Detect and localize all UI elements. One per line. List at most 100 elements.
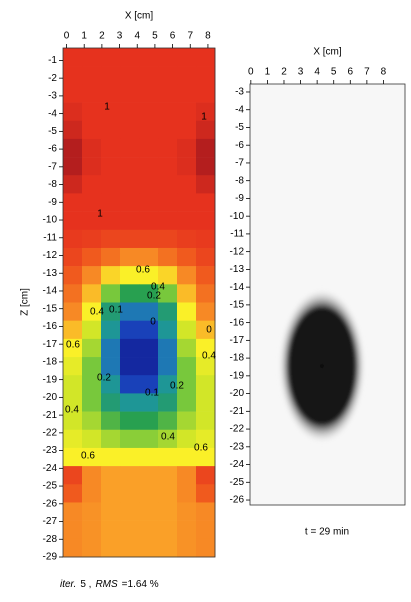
heatmap-cell: [120, 84, 139, 102]
heatmap-cell: [63, 193, 82, 211]
heatmap-cell: [101, 248, 120, 266]
heatmap-cell: [82, 502, 101, 520]
heatmap-cell: [139, 357, 158, 375]
heatmap-cell: [120, 103, 139, 121]
heatmap-cell: [63, 175, 82, 193]
heatmap-cell: [82, 339, 101, 357]
y-tick-label: -6: [48, 144, 57, 155]
heatmap-cell: [82, 157, 101, 175]
heatmap-cell: [101, 466, 120, 484]
heatmap-cell: [196, 484, 215, 502]
heatmap-cell: [101, 266, 120, 284]
heatmap-cell: [82, 412, 101, 430]
caption: iter.5 ,RMS=1.64 %: [60, 579, 159, 590]
heatmap-cell: [196, 266, 215, 284]
y-tick-label: -21: [43, 410, 58, 421]
y-tick-label: -17: [43, 339, 58, 350]
heatmap-cell: [196, 303, 215, 321]
heatmap-cell: [196, 284, 215, 302]
y-tick-label: -9: [48, 197, 57, 208]
y-tick-label: -13: [230, 264, 245, 275]
heatmap-cell: [101, 84, 120, 102]
heatmap-cell: [101, 157, 120, 175]
heatmap-cell: [158, 448, 177, 466]
heatmap-cell: [101, 502, 120, 520]
heatmap-cell: [82, 84, 101, 102]
x-tick-label: 6: [348, 67, 354, 78]
heatmap-cell: [158, 502, 177, 520]
heatmap-cell: [101, 230, 120, 248]
contour-label: 0.4: [65, 405, 79, 416]
x-tick-label: 2: [281, 67, 287, 78]
heatmap-cell: [196, 193, 215, 211]
heatmap-cell: [139, 84, 158, 102]
heatmap-cell: [101, 121, 120, 139]
heatmap-cell: [196, 412, 215, 430]
heatmap-cell: [120, 448, 139, 466]
y-tick-label: -10: [43, 215, 58, 226]
heatmap-cell: [82, 175, 101, 193]
heatmap-cell: [120, 357, 139, 375]
heatmap-cell: [196, 521, 215, 539]
heatmap-cell: [120, 375, 139, 393]
y-tick-label: -27: [43, 516, 58, 527]
heatmap-cell: [139, 521, 158, 539]
heatmap-cell: [158, 121, 177, 139]
caption-part: iter.: [60, 579, 76, 590]
heatmap-cell: [196, 212, 215, 230]
heatmap-cell: [196, 502, 215, 520]
heatmap-cell: [63, 521, 82, 539]
heatmap-cell: [120, 284, 139, 302]
heatmap-cell: [63, 357, 82, 375]
heatmap-cell: [101, 393, 120, 411]
heatmap-cell: [158, 248, 177, 266]
heatmap-cell: [177, 393, 196, 411]
heatmap-cell: [139, 484, 158, 502]
heatmap-cell: [177, 357, 196, 375]
y-tick-label: -7: [48, 161, 57, 172]
heatmap-cell: [177, 502, 196, 520]
y-tick-label: -5: [235, 122, 244, 133]
y-tick-label: -7: [235, 158, 244, 169]
heatmap-cell: [196, 121, 215, 139]
contour-label: 0.6: [81, 451, 95, 462]
heatmap-cell: [82, 430, 101, 448]
heatmap-cell: [120, 193, 139, 211]
x-tick-label: 5: [152, 31, 158, 42]
heatmap-cell: [139, 139, 158, 157]
x-tick-label: 3: [117, 31, 123, 42]
heatmap-cell: [139, 466, 158, 484]
heatmap-cell: [158, 412, 177, 430]
y-tick-label: -21: [230, 406, 245, 417]
heatmap-cell: [177, 248, 196, 266]
y-tick-label: -12: [43, 250, 58, 261]
y-tick-label: -14: [230, 282, 245, 293]
contour-label: 0.4: [202, 351, 216, 362]
heatmap-cell: [158, 521, 177, 539]
contour-label: 0.1: [109, 305, 123, 316]
heatmap-cell: [82, 484, 101, 502]
contour-label: 0.4: [90, 307, 104, 318]
heatmap-cell: [177, 157, 196, 175]
x-tick-label: 1: [81, 31, 87, 42]
x-tick-label: 2: [99, 31, 105, 42]
y-tick-label: -17: [230, 335, 245, 346]
heatmap-cell: [101, 412, 120, 430]
y-tick-label: -19: [230, 370, 245, 381]
heatmap-cell: [177, 521, 196, 539]
heatmap-cell: [177, 539, 196, 557]
heatmap-cell: [158, 66, 177, 84]
heatmap-cell: [63, 248, 82, 266]
heatmap-cell: [120, 175, 139, 193]
contour-label: 0.2: [170, 381, 184, 392]
heatmap-cell: [158, 466, 177, 484]
contour-label: 0.1: [145, 388, 159, 399]
heatmap-cell: [63, 303, 82, 321]
heatmap-cell: [196, 48, 215, 66]
heatmap-cell: [82, 466, 101, 484]
contour-label: 0.6: [194, 443, 208, 454]
heatmap-cell: [196, 230, 215, 248]
heatmap-cell: [82, 48, 101, 66]
heatmap-cell: [177, 103, 196, 121]
y-tick-label: -24: [43, 463, 58, 474]
